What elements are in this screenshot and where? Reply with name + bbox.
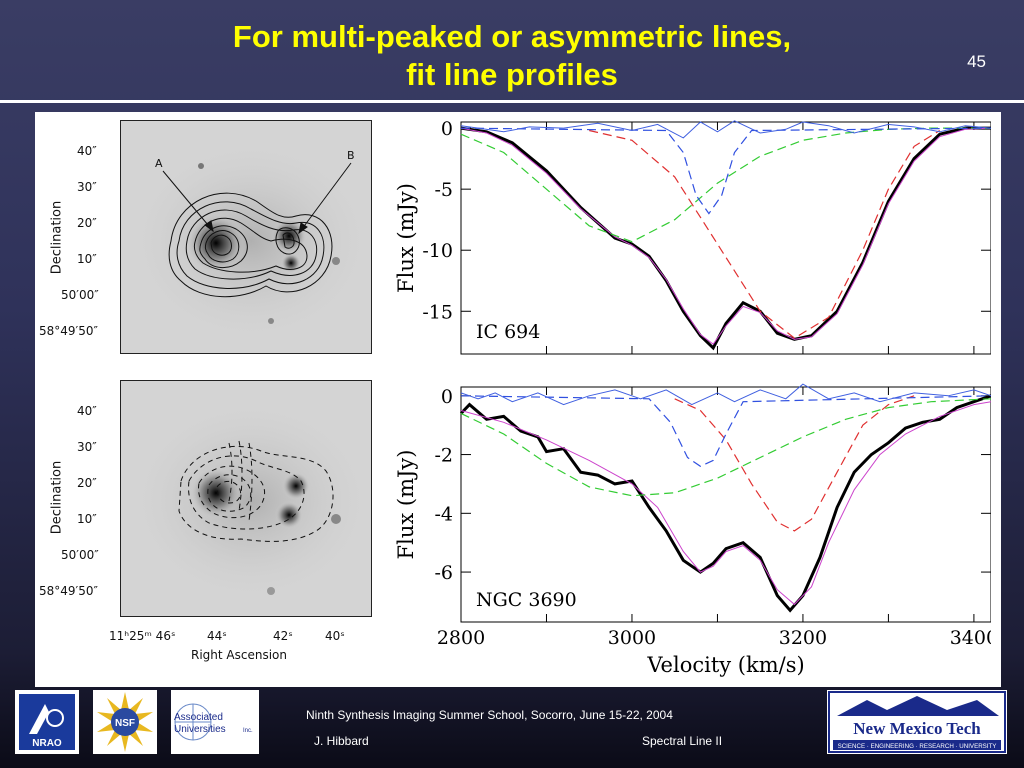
slide-title-line2: fit line profiles xyxy=(406,57,618,92)
series-line xyxy=(674,395,915,532)
y-tick-label: -6 xyxy=(434,562,453,584)
y-axis-label: Flux (mJy) xyxy=(394,450,418,560)
ra-tick: 11ʰ25ᵐ 46ˢ xyxy=(109,629,176,643)
y-tick-label: 0 xyxy=(441,118,453,140)
image-panel-top: A B xyxy=(120,120,372,354)
logo-nsf: NSF xyxy=(93,690,157,754)
plot-frame xyxy=(460,386,991,623)
y-tick-label: -2 xyxy=(434,445,453,467)
x-axis-label: Velocity (km/s) xyxy=(646,653,804,677)
y-tick-label: -15 xyxy=(422,301,453,323)
dec-tick: 50′00″ xyxy=(61,288,99,302)
galaxy-image-bottom xyxy=(121,381,371,616)
ra-axis-label: Right Ascension xyxy=(191,648,287,662)
footer-author: J. Hibbard xyxy=(314,734,369,748)
plot-frame xyxy=(460,121,991,355)
dec-tick: 50′00″ xyxy=(61,548,99,562)
series-line xyxy=(460,127,991,215)
slide-title-line1: For multi-peaked or asymmetric lines, xyxy=(232,19,792,54)
series-line xyxy=(460,395,991,467)
y-tick-label: -5 xyxy=(434,179,453,201)
x-tick-label: 3200 xyxy=(779,627,827,649)
logo-nmt: New Mexico Tech SCIENCE · ENGINEERING · … xyxy=(827,690,1007,754)
series-line xyxy=(460,398,991,497)
y-tick-label: 0 xyxy=(441,386,453,408)
slide-number: 45 xyxy=(967,52,986,71)
x-tick-label: 3000 xyxy=(608,627,656,649)
dec-tick: 30″ xyxy=(77,440,97,454)
nsf-text: NSF xyxy=(115,718,135,729)
galaxy-label: IC 694 xyxy=(476,321,540,343)
y-tick-label: -10 xyxy=(422,240,453,262)
logo-nrao: NRAO xyxy=(15,690,79,754)
footer-conference: Ninth Synthesis Imaging Summer School, S… xyxy=(306,708,673,722)
ra-tick: 42ˢ xyxy=(273,629,293,643)
x-tick-label: 2800 xyxy=(437,627,485,649)
series-line xyxy=(460,120,991,139)
series-line xyxy=(460,127,991,345)
y-tick-label: -4 xyxy=(434,503,453,525)
y-axis-label: Flux (mJy) xyxy=(394,183,418,293)
dec-tick: 40″ xyxy=(77,404,97,418)
nmt-title: New Mexico Tech xyxy=(853,719,981,738)
series-line xyxy=(460,127,991,243)
dec-axis-label: Declination xyxy=(49,200,65,275)
slide-title: For multi-peaked or asymmetric lines, fi… xyxy=(0,18,1024,94)
dec-tick: 20″ xyxy=(77,476,97,490)
series-line xyxy=(589,129,941,339)
x-tick-label: 3400 xyxy=(950,627,991,649)
nmt-tagline: SCIENCE · ENGINEERING · RESEARCH · UNIVE… xyxy=(838,743,997,750)
aui-inc: Inc. xyxy=(243,728,253,734)
series-line xyxy=(460,126,991,351)
footer-topic: Spectral Line II xyxy=(642,734,723,748)
series-line xyxy=(459,394,991,613)
dec-tick: 40″ xyxy=(77,144,97,158)
title-divider xyxy=(0,100,1024,103)
galaxy-image-top: A B xyxy=(121,121,371,353)
marker-a-label: A xyxy=(155,157,163,170)
figure-area: A B 40″ 30″ 20″ 10″ 50′00″ 58°49′50″ Dec… xyxy=(35,112,1001,687)
galaxy-label: NGC 3690 xyxy=(476,589,577,611)
dec-axis-label: Declination xyxy=(49,460,65,535)
marker-b-label: B xyxy=(347,149,355,162)
dec-tick: 10″ xyxy=(77,252,97,266)
ra-tick: 44ˢ xyxy=(207,629,227,643)
dec-tick: 58°49′50″ xyxy=(39,324,99,338)
ra-tick: 40ˢ xyxy=(325,629,345,643)
series-line xyxy=(460,401,991,606)
image-panel-bottom xyxy=(120,380,372,617)
logo-aui: Associated Universities Inc. xyxy=(171,690,259,754)
dec-tick: 58°49′50″ xyxy=(39,584,99,598)
dec-tick: 10″ xyxy=(77,512,97,526)
aui-line2: Universities xyxy=(174,724,226,735)
series-line xyxy=(460,383,991,406)
dec-tick: 20″ xyxy=(77,216,97,230)
dec-tick: 30″ xyxy=(77,180,97,194)
nrao-text: NRAO xyxy=(32,738,62,749)
aui-line1: Associated xyxy=(174,712,223,723)
